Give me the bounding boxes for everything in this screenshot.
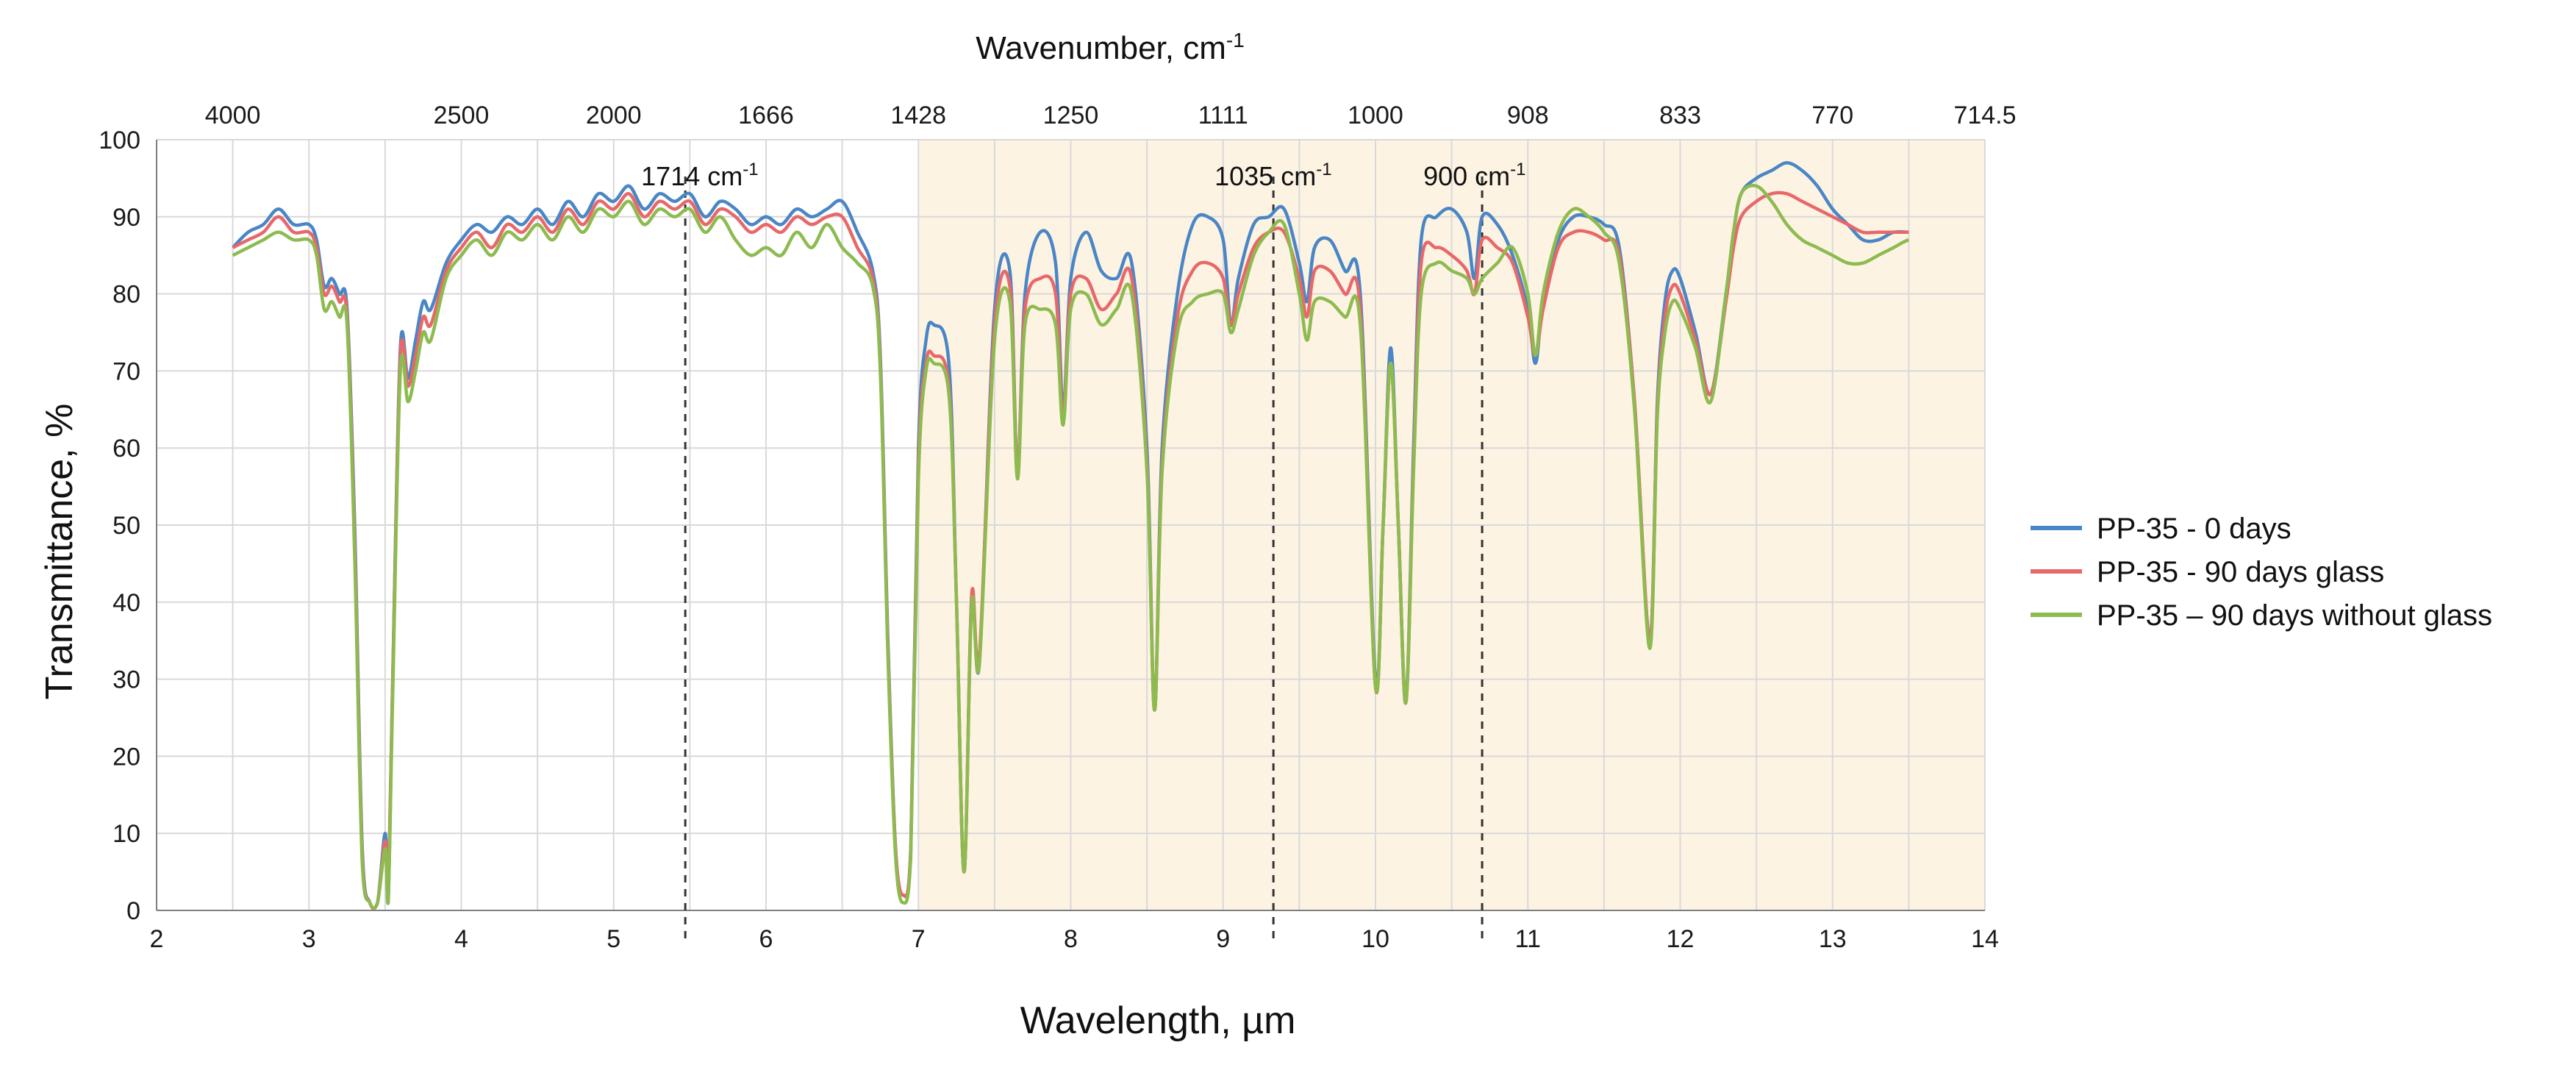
top-tick-label: 1111: [1198, 101, 1248, 129]
x-tick-label: 5: [607, 925, 620, 953]
legend-label: PP-35 - 0 days: [2097, 513, 2291, 545]
legend: PP-35 - 0 days PP-35 - 90 days glass PP-35…: [2031, 513, 2492, 632]
x-tick-label: 10: [1362, 925, 1389, 953]
x-tick-label: 14: [1971, 925, 1999, 953]
series-line-1: [231, 161, 1909, 910]
x-tick-label: 8: [1064, 925, 1078, 953]
y-tick-label: 0: [126, 897, 140, 925]
top-tick-label: 833: [1659, 101, 1701, 129]
legend-label: PP-35 - 90 days glass: [2097, 556, 2384, 588]
x-tick-label: 7: [912, 925, 926, 953]
top-tick-label: 2500: [434, 101, 490, 129]
y-tick-label: 10: [112, 820, 140, 848]
top-tick-label: 714.5: [1953, 101, 2016, 129]
top-tick-label: 2000: [586, 101, 642, 129]
grid: [156, 139, 1986, 911]
x-axis-title: Wavelength, µm: [1020, 999, 1296, 1042]
top-tick-label: 908: [1507, 101, 1549, 129]
annotation-label: 1714 cm-1: [641, 160, 758, 191]
y-tick-label: 60: [112, 435, 140, 463]
y-tick-label: 40: [112, 589, 140, 617]
top-tick-label: 770: [1811, 101, 1853, 129]
top-tick-label: 1428: [890, 101, 946, 129]
annotations: 1714 cm-1 1035 cm-1 900 cm-1: [641, 160, 1525, 940]
axes: 0 10 20 30 40 50 60 70 80 90 100 2 3 4 5 6 7 8 9 10 11 12 13 14…: [99, 101, 2016, 953]
y-tick-label: 50: [112, 512, 140, 540]
x-tick-label: 12: [1667, 925, 1695, 953]
series-line-3: [232, 184, 1910, 910]
top-axis-title: Wavenumber, cm-1: [976, 29, 1245, 66]
x-tick-label: 13: [1819, 925, 1847, 953]
top-tick-label: 1666: [738, 101, 794, 129]
y-tick-label: 20: [112, 743, 140, 771]
x-tick-label: 3: [302, 925, 316, 953]
y-tick-label: 90: [112, 204, 140, 232]
annotation-label: 1035 cm-1: [1214, 160, 1331, 191]
annotation-label: 900 cm-1: [1423, 160, 1525, 191]
x-tick-label: 6: [759, 925, 773, 953]
top-tick-label: 1250: [1043, 101, 1099, 129]
top-tick-label: 1000: [1348, 101, 1403, 129]
x-tick-label: 9: [1216, 925, 1230, 953]
series-lines: [231, 161, 1910, 910]
top-tick-label: 4000: [205, 101, 261, 129]
x-tick-label: 2: [150, 925, 164, 953]
series-line-2: [232, 190, 1909, 910]
y-tick-label: 80: [112, 281, 140, 309]
y-axis-title: Transmittance, %: [38, 404, 81, 700]
y-tick-label: 100: [99, 126, 140, 154]
y-tick-label: 30: [112, 666, 140, 694]
x-tick-label: 4: [454, 925, 468, 953]
x-tick-label: 11: [1515, 925, 1541, 953]
y-tick-label: 70: [112, 357, 140, 385]
legend-label: PP-35 – 90 days without glass: [2097, 599, 2492, 632]
